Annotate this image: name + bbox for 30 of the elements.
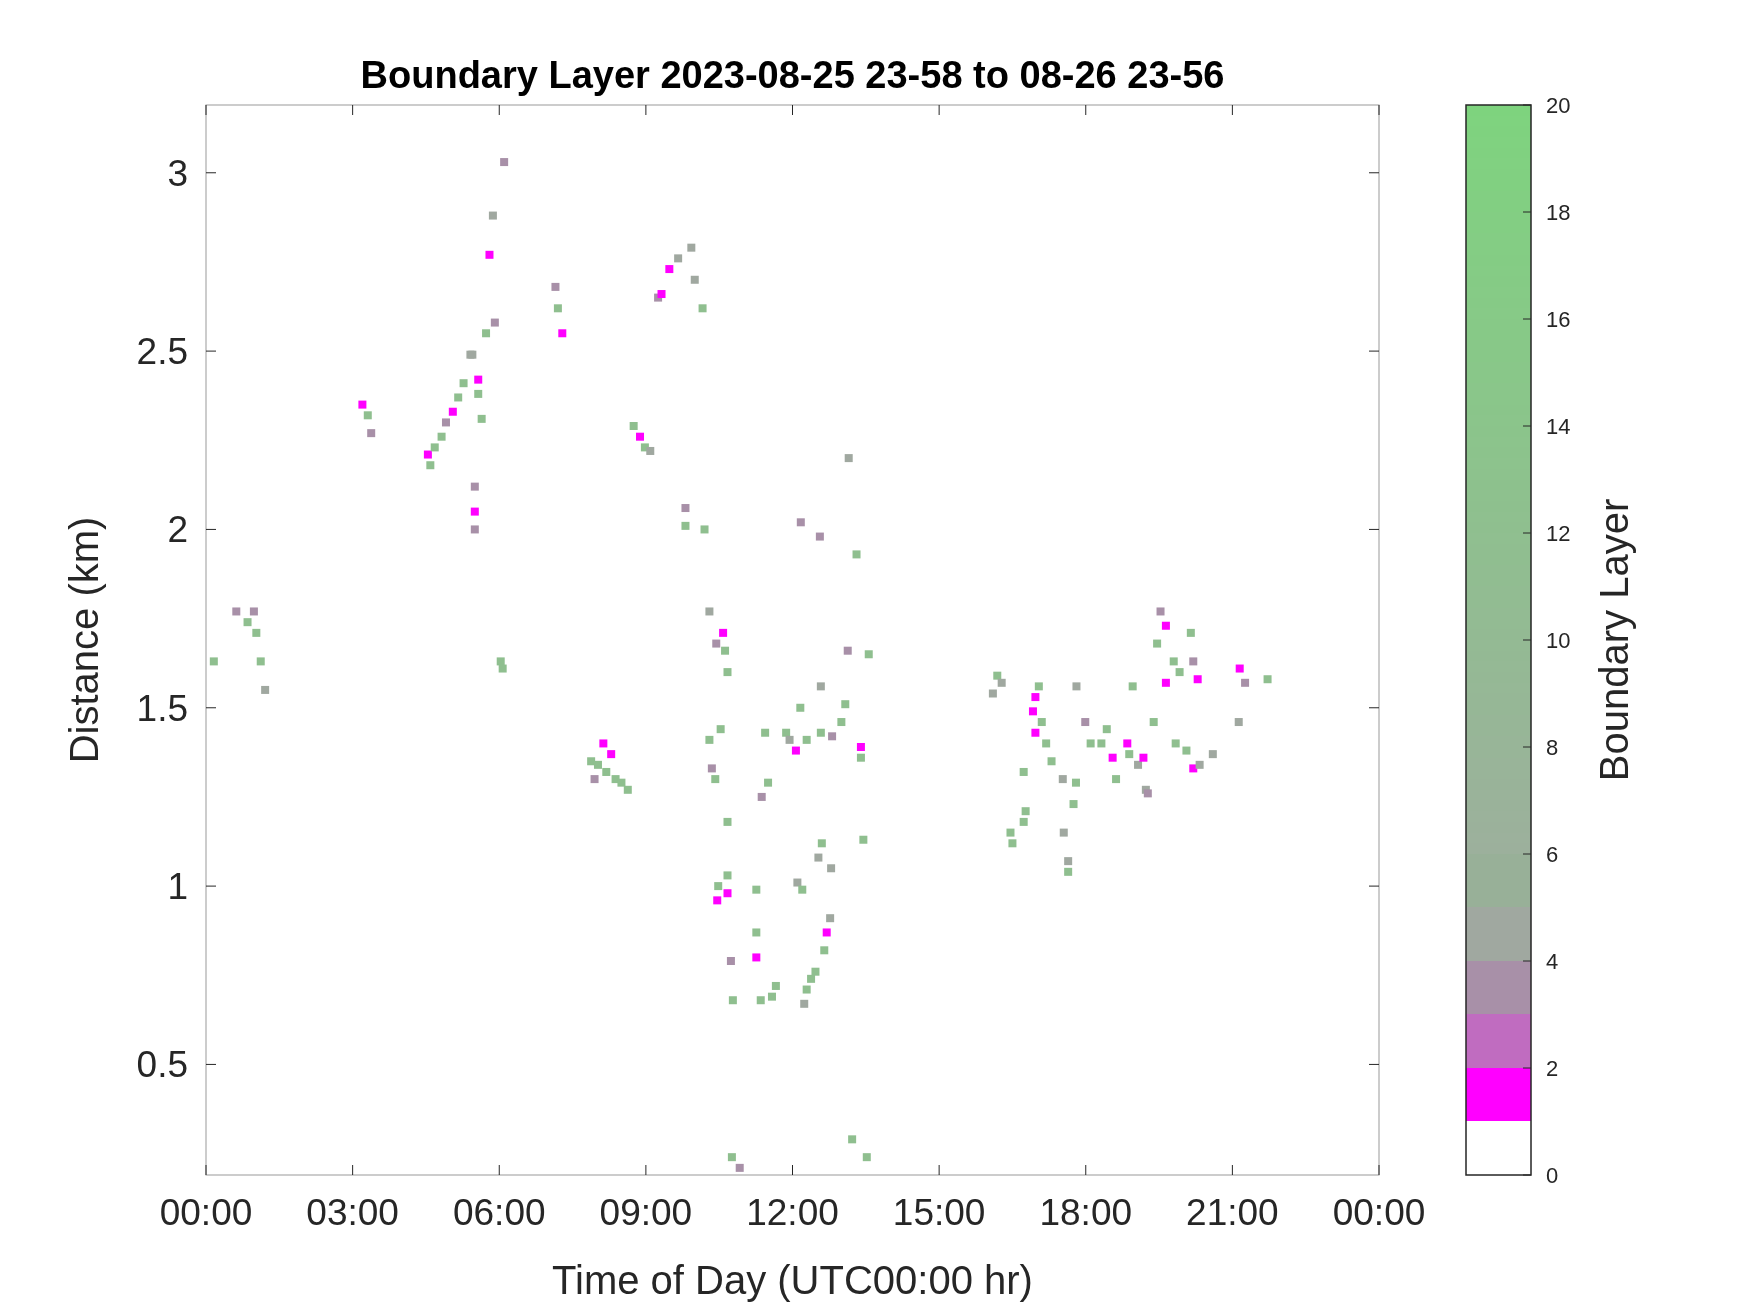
y-axis-title: Distance (km)	[62, 516, 106, 764]
x-tick-label: 06:00	[452, 1192, 546, 1233]
y-tick-label: 3	[167, 152, 188, 194]
x-tick-label: 18:00	[1039, 1192, 1133, 1233]
x-tick-label: 12:00	[746, 1192, 839, 1233]
color-bar-label: 16	[1546, 307, 1571, 332]
x-tick-label: 15:00	[892, 1192, 986, 1233]
x-tick-label: 21:00	[1186, 1192, 1279, 1233]
color-bar-label: 2	[1546, 1056, 1559, 1081]
chart-title: Boundary Layer 2023-08-25 23-58 to 08-26 23-56	[360, 54, 1225, 96]
x-tick-label: 09:00	[599, 1192, 693, 1233]
color-bar-title: Boundary Layer	[1592, 498, 1636, 782]
x-axis-title: Time of Day (UTC00:00 hr)	[552, 1258, 1033, 1302]
color-bar-label: 20	[1546, 93, 1571, 118]
x-tick-label: 03:00	[306, 1192, 399, 1233]
y-tick-label: 2	[167, 509, 188, 551]
y-tick-label: 0.5	[136, 1044, 188, 1086]
y-tick-label: 1.5	[136, 687, 188, 729]
color-bar-label: 10	[1546, 628, 1571, 653]
color-bar-label: 18	[1546, 200, 1571, 225]
color-bar-label: 0	[1546, 1163, 1559, 1188]
color-bar-label: 14	[1546, 414, 1571, 439]
color-bar-label: 4	[1546, 949, 1559, 974]
y-tick-label: 1	[167, 866, 188, 908]
color-bar-label: 8	[1546, 735, 1559, 760]
x-tick-label: 00:00	[1332, 1192, 1426, 1233]
color-bar-label: 6	[1546, 842, 1559, 867]
x-tick-label: 00:00	[159, 1192, 253, 1233]
color-bar-label: 12	[1546, 521, 1571, 546]
y-tick-label: 2.5	[136, 331, 188, 373]
